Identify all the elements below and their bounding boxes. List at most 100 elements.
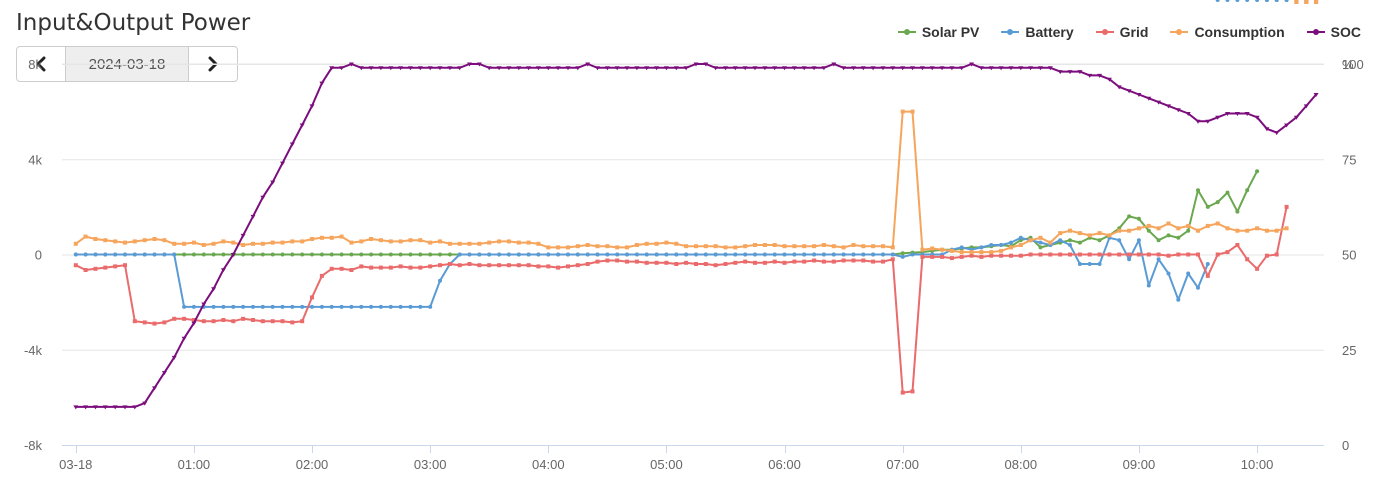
data-point — [605, 258, 610, 263]
data-point — [300, 252, 305, 257]
data-point — [1038, 252, 1043, 257]
data-point — [260, 241, 265, 246]
legend-item-solar-pv[interactable]: Solar PV — [897, 24, 979, 40]
data-point — [625, 259, 629, 264]
data-point — [535, 66, 541, 71]
data-point — [693, 62, 699, 67]
data-point — [1274, 131, 1280, 136]
data-point — [605, 244, 610, 249]
data-point — [1245, 0, 1250, 2]
data-point — [1234, 112, 1240, 116]
data-point — [753, 252, 757, 257]
data-point — [929, 66, 935, 71]
data-point — [221, 239, 226, 244]
data-point — [369, 304, 374, 309]
data-point — [1255, 226, 1260, 231]
x-tick-label: 07:00 — [886, 457, 919, 472]
legend-symbol — [1170, 26, 1189, 38]
data-point — [713, 66, 719, 71]
data-point — [1127, 228, 1132, 233]
data-point — [408, 265, 413, 270]
data-point — [1294, 0, 1299, 4]
data-point — [890, 257, 895, 262]
data-point — [999, 243, 1004, 247]
data-point — [506, 239, 511, 244]
data-point — [398, 66, 404, 71]
data-point — [1127, 257, 1132, 262]
data-point — [772, 243, 777, 247]
data-point — [83, 252, 88, 257]
data-point — [841, 245, 846, 250]
data-point — [102, 405, 108, 410]
legend-item-battery[interactable]: Battery — [1001, 24, 1074, 40]
data-point — [280, 161, 285, 166]
data-point — [260, 195, 266, 200]
data-point — [624, 66, 630, 71]
data-point — [1146, 252, 1151, 257]
data-point — [625, 252, 629, 257]
data-point — [1116, 85, 1122, 90]
data-point — [634, 66, 640, 71]
data-point — [348, 62, 354, 67]
data-point — [1087, 73, 1093, 78]
series-line-soc — [75, 63, 1317, 408]
data-point — [782, 244, 787, 249]
data-point — [959, 245, 964, 250]
data-point — [988, 66, 994, 71]
data-point — [575, 66, 581, 71]
data-point — [251, 304, 255, 309]
data-point — [378, 252, 383, 257]
data-point — [802, 259, 807, 264]
data-point — [969, 253, 974, 258]
data-point — [428, 264, 433, 269]
data-point — [457, 252, 462, 257]
data-point — [182, 252, 187, 257]
data-point — [1077, 240, 1082, 245]
data-point — [93, 405, 98, 410]
data-point — [477, 241, 482, 246]
data-point — [152, 252, 157, 257]
data-point — [1009, 253, 1013, 258]
data-point — [369, 265, 374, 270]
data-point — [270, 319, 275, 324]
legend-item-soc[interactable]: SOC — [1306, 24, 1361, 40]
data-point — [299, 123, 305, 128]
axes-layer: 8k 4k 0 -4k -8k 100 75 50 25 0% 03-18 01:00 02:00 03:… — [24, 57, 1364, 472]
data-point — [506, 263, 511, 268]
data-point — [310, 252, 314, 257]
data-point — [369, 237, 374, 241]
data-point — [408, 304, 413, 309]
data-point — [123, 263, 127, 268]
data-point — [1176, 235, 1181, 240]
legend-item-consumption[interactable]: Consumption — [1170, 24, 1285, 40]
x-tick-label: 01:00 — [178, 457, 211, 472]
data-point — [1028, 66, 1034, 71]
data-point — [812, 258, 817, 263]
data-point — [162, 320, 167, 325]
data-point — [1225, 190, 1230, 195]
data-point — [615, 245, 620, 250]
legend-item-grid[interactable]: Grid — [1095, 24, 1149, 40]
data-point — [1087, 233, 1092, 238]
data-point — [1235, 209, 1240, 214]
data-point — [723, 245, 728, 250]
data-point — [565, 66, 571, 71]
data-point — [743, 252, 748, 257]
data-point — [1077, 70, 1083, 75]
data-point — [438, 263, 442, 268]
data-point — [103, 265, 108, 270]
data-point — [1264, 228, 1269, 233]
data-point — [1186, 252, 1191, 257]
prev-date-button[interactable] — [17, 47, 65, 81]
data-point — [1186, 223, 1191, 228]
data-point — [211, 304, 216, 309]
legend-label: Grid — [1119, 24, 1149, 40]
data-point — [556, 252, 561, 257]
data-point — [231, 304, 236, 309]
x-tick-label: 10:00 — [1241, 457, 1274, 472]
data-point — [211, 319, 216, 324]
data-point — [694, 252, 698, 257]
data-point — [939, 66, 945, 71]
y-right-tick-label: 75 — [1342, 152, 1356, 167]
data-point — [1284, 204, 1289, 209]
